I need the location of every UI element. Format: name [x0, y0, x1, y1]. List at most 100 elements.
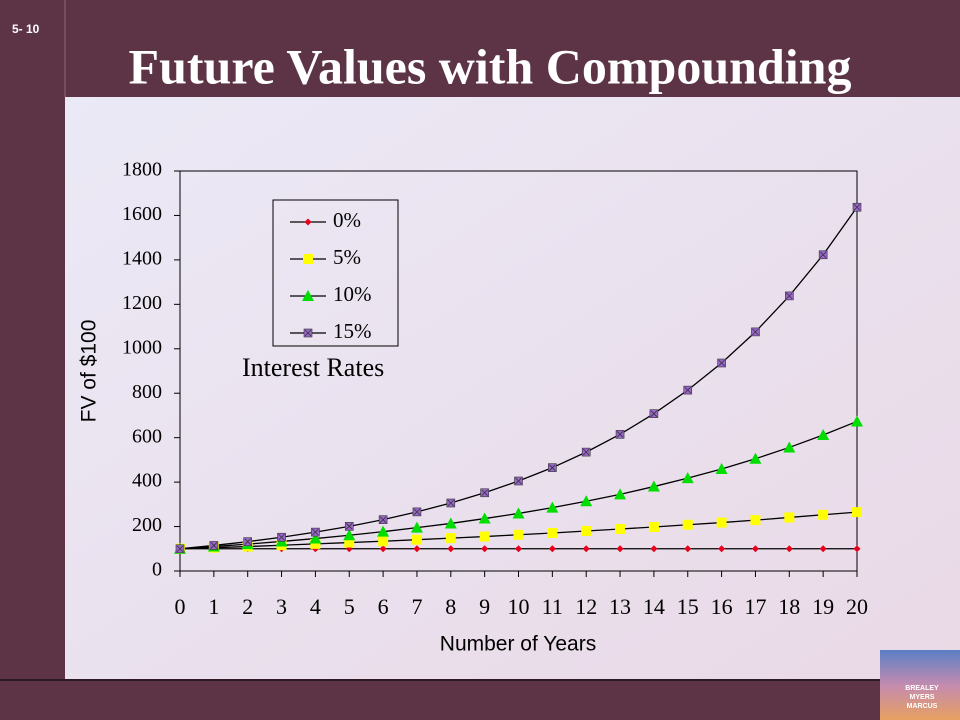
- marker: [303, 328, 313, 338]
- marker: [447, 545, 455, 553]
- marker: [175, 544, 185, 554]
- x-tick-label: 5: [344, 594, 355, 619]
- marker: [311, 527, 320, 537]
- y-tick-label: 1000: [122, 336, 162, 358]
- marker: [853, 545, 861, 553]
- y-tick-label: 1800: [122, 159, 162, 181]
- x-tick-label: 13: [609, 594, 631, 619]
- marker: [378, 536, 389, 547]
- marker: [309, 532, 322, 544]
- marker: [243, 537, 252, 546]
- marker: [582, 545, 590, 553]
- x-tick-label: 16: [711, 594, 733, 619]
- x-tick-label: 7: [411, 594, 422, 619]
- y-axis-title: FV of $100: [78, 320, 101, 423]
- marker: [817, 429, 830, 440]
- marker: [546, 501, 559, 513]
- marker: [581, 447, 591, 457]
- marker: [783, 441, 796, 453]
- marker: [512, 507, 525, 519]
- legend-label: 15%: [333, 319, 372, 343]
- marker: [446, 498, 456, 508]
- marker: [303, 254, 313, 264]
- marker: [615, 524, 626, 534]
- marker: [547, 528, 558, 538]
- marker: [411, 534, 422, 545]
- marker: [851, 415, 863, 427]
- marker: [412, 507, 422, 517]
- x-tick-label: 8: [445, 594, 456, 619]
- marker: [513, 529, 524, 540]
- marker: [480, 488, 489, 498]
- marker: [344, 522, 354, 531]
- marker: [683, 385, 693, 395]
- content-area: [65, 97, 960, 680]
- x-tick-label: 3: [276, 594, 287, 619]
- y-tick-label: 0: [152, 559, 162, 581]
- marker: [515, 545, 522, 553]
- marker: [514, 476, 523, 486]
- x-tick-label: 9: [479, 594, 490, 619]
- legend-label: 10%: [333, 282, 372, 306]
- y-tick-label: 600: [132, 425, 162, 447]
- y-tick-label: 200: [132, 514, 162, 536]
- marker: [614, 488, 627, 500]
- x-tick-label: 11: [542, 594, 563, 619]
- marker: [784, 512, 795, 523]
- x-tick-label: 4: [310, 594, 321, 619]
- marker: [378, 515, 388, 524]
- marker: [481, 545, 489, 553]
- logo: [880, 650, 960, 720]
- marker: [818, 509, 829, 520]
- x-tick-label: 18: [778, 594, 800, 619]
- marker: [751, 327, 760, 337]
- legend-title: Interest Rates: [242, 353, 384, 382]
- marker: [818, 250, 828, 260]
- logo-text: MARCUS: [907, 703, 938, 710]
- marker: [819, 545, 827, 553]
- x-tick-label: 2: [242, 594, 253, 619]
- marker: [304, 218, 312, 226]
- marker: [647, 480, 660, 492]
- x-tick-label: 20: [846, 594, 868, 619]
- marker: [344, 537, 355, 548]
- x-tick-label: 19: [812, 594, 834, 619]
- marker: [302, 290, 314, 301]
- marker: [379, 545, 387, 553]
- x-tick-label: 1: [208, 594, 219, 619]
- x-tick-label: 10: [508, 594, 530, 619]
- x-axis-title: Number of Years: [440, 633, 596, 656]
- marker: [410, 521, 423, 533]
- x-tick-label: 17: [744, 594, 766, 619]
- x-tick-label: 14: [643, 594, 665, 619]
- marker: [548, 463, 557, 472]
- marker: [479, 531, 490, 542]
- x-tick-label: 0: [175, 594, 186, 619]
- marker: [581, 526, 592, 536]
- marker: [717, 358, 726, 368]
- marker: [750, 515, 761, 526]
- marker: [649, 409, 659, 418]
- legend-label: 0%: [333, 208, 361, 232]
- marker: [478, 512, 491, 524]
- marker: [852, 507, 862, 518]
- marker: [580, 495, 593, 507]
- x-tick-label: 15: [677, 594, 699, 619]
- y-tick-label: 1400: [122, 247, 162, 269]
- y-tick-label: 1200: [122, 292, 162, 314]
- y-tick-label: 1600: [122, 203, 162, 225]
- y-tick-label: 400: [132, 470, 162, 492]
- marker: [751, 545, 759, 553]
- logo-text: BREALEY: [905, 685, 939, 692]
- logo-text: MYERS: [910, 694, 935, 701]
- marker: [718, 545, 726, 553]
- marker: [548, 545, 556, 553]
- marker: [616, 545, 624, 553]
- y-tick-label: 800: [132, 381, 162, 403]
- marker: [650, 545, 658, 553]
- marker: [648, 522, 659, 532]
- slide-number: 5- 10: [12, 22, 40, 36]
- marker: [785, 545, 793, 553]
- marker: [413, 545, 421, 553]
